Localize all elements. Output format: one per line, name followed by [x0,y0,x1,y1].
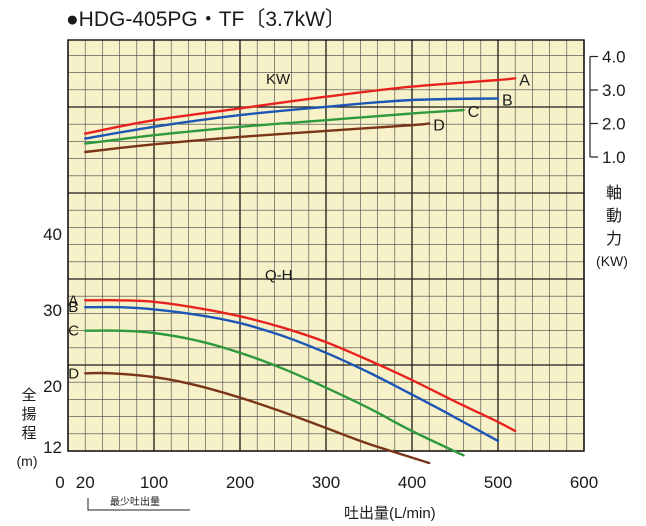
qh-curves [84,299,517,465]
qh-curve-label-c: C [68,323,79,340]
kw-group-label: KW [266,71,291,88]
x-tick-label: 100 [140,473,168,492]
min-flow-bracket [87,498,190,511]
kw-curve-label-a: A [519,72,530,89]
x-tick-label: 20 [76,473,95,492]
qh-curve-d [84,371,431,465]
head-label-char: 全 [21,386,36,404]
x-axis-label: 吐出量(L/min) [344,505,436,522]
power-label-char: 動 [606,207,622,225]
qh-curve-label-a: A [68,292,78,309]
kw-curve-label-c: C [468,104,480,121]
power-tick-label: 2.0 [602,115,626,134]
kw-curve-a [84,77,517,135]
power-axis-unit: (KW) [596,253,628,269]
power-label-char: 軸 [606,184,622,202]
x-tick-label: 400 [398,473,426,492]
qh-curve-c [84,329,465,457]
power-tick-label: 3.0 [602,81,626,100]
kw-curve-label-b: B [502,92,513,109]
min-flow-label: 最少吐出量 [110,495,160,508]
head-tick-label: 12 [43,438,62,457]
head-tick-label: 30 [43,301,62,320]
head-tick-label: 20 [43,377,62,396]
kw-curve-label-d: D [433,118,445,135]
qh-group-label: Q-H [265,267,293,284]
x-tick-label: 500 [484,473,512,492]
qh-curve-b [84,305,500,443]
power-tick-label: 4.0 [602,48,626,67]
power-label-char: 力 [606,230,622,248]
x-tick-label: 0 [55,473,64,492]
head-axis-ticks: 12 20 30 40 [43,225,62,457]
head-axis-title: 全 揚 程 (m) [17,386,38,469]
head-label-char: 程 [21,425,36,442]
x-tick-label: 600 [570,473,598,492]
power-axis-ticks: 1.0 2.0 3.0 4.0 [589,48,626,167]
head-tick-label: 40 [43,225,62,244]
kw-curves [84,77,517,154]
head-label-char: 揚 [21,406,36,423]
x-tick-label: 200 [226,473,254,492]
kw-curve-c [84,108,465,145]
power-tick-label: 1.0 [602,148,626,167]
plot-frame [67,39,585,452]
power-axis-title: 軸 動 力 (KW) [596,184,628,269]
chart-title: ●HDG-405PG・TF〔3.7kW〕 [66,8,346,31]
qh-curve-label-d: D [68,365,79,382]
qh-curve-a [84,299,517,433]
kw-curve-b [84,97,500,140]
head-axis-unit: (m) [17,453,38,469]
kw-curve-d [84,122,431,154]
qh-curve-label-b: B [68,299,78,316]
x-axis-ticks: 0 20 100 200 300 400 500 600 [55,473,598,492]
x-tick-label: 300 [312,473,340,492]
